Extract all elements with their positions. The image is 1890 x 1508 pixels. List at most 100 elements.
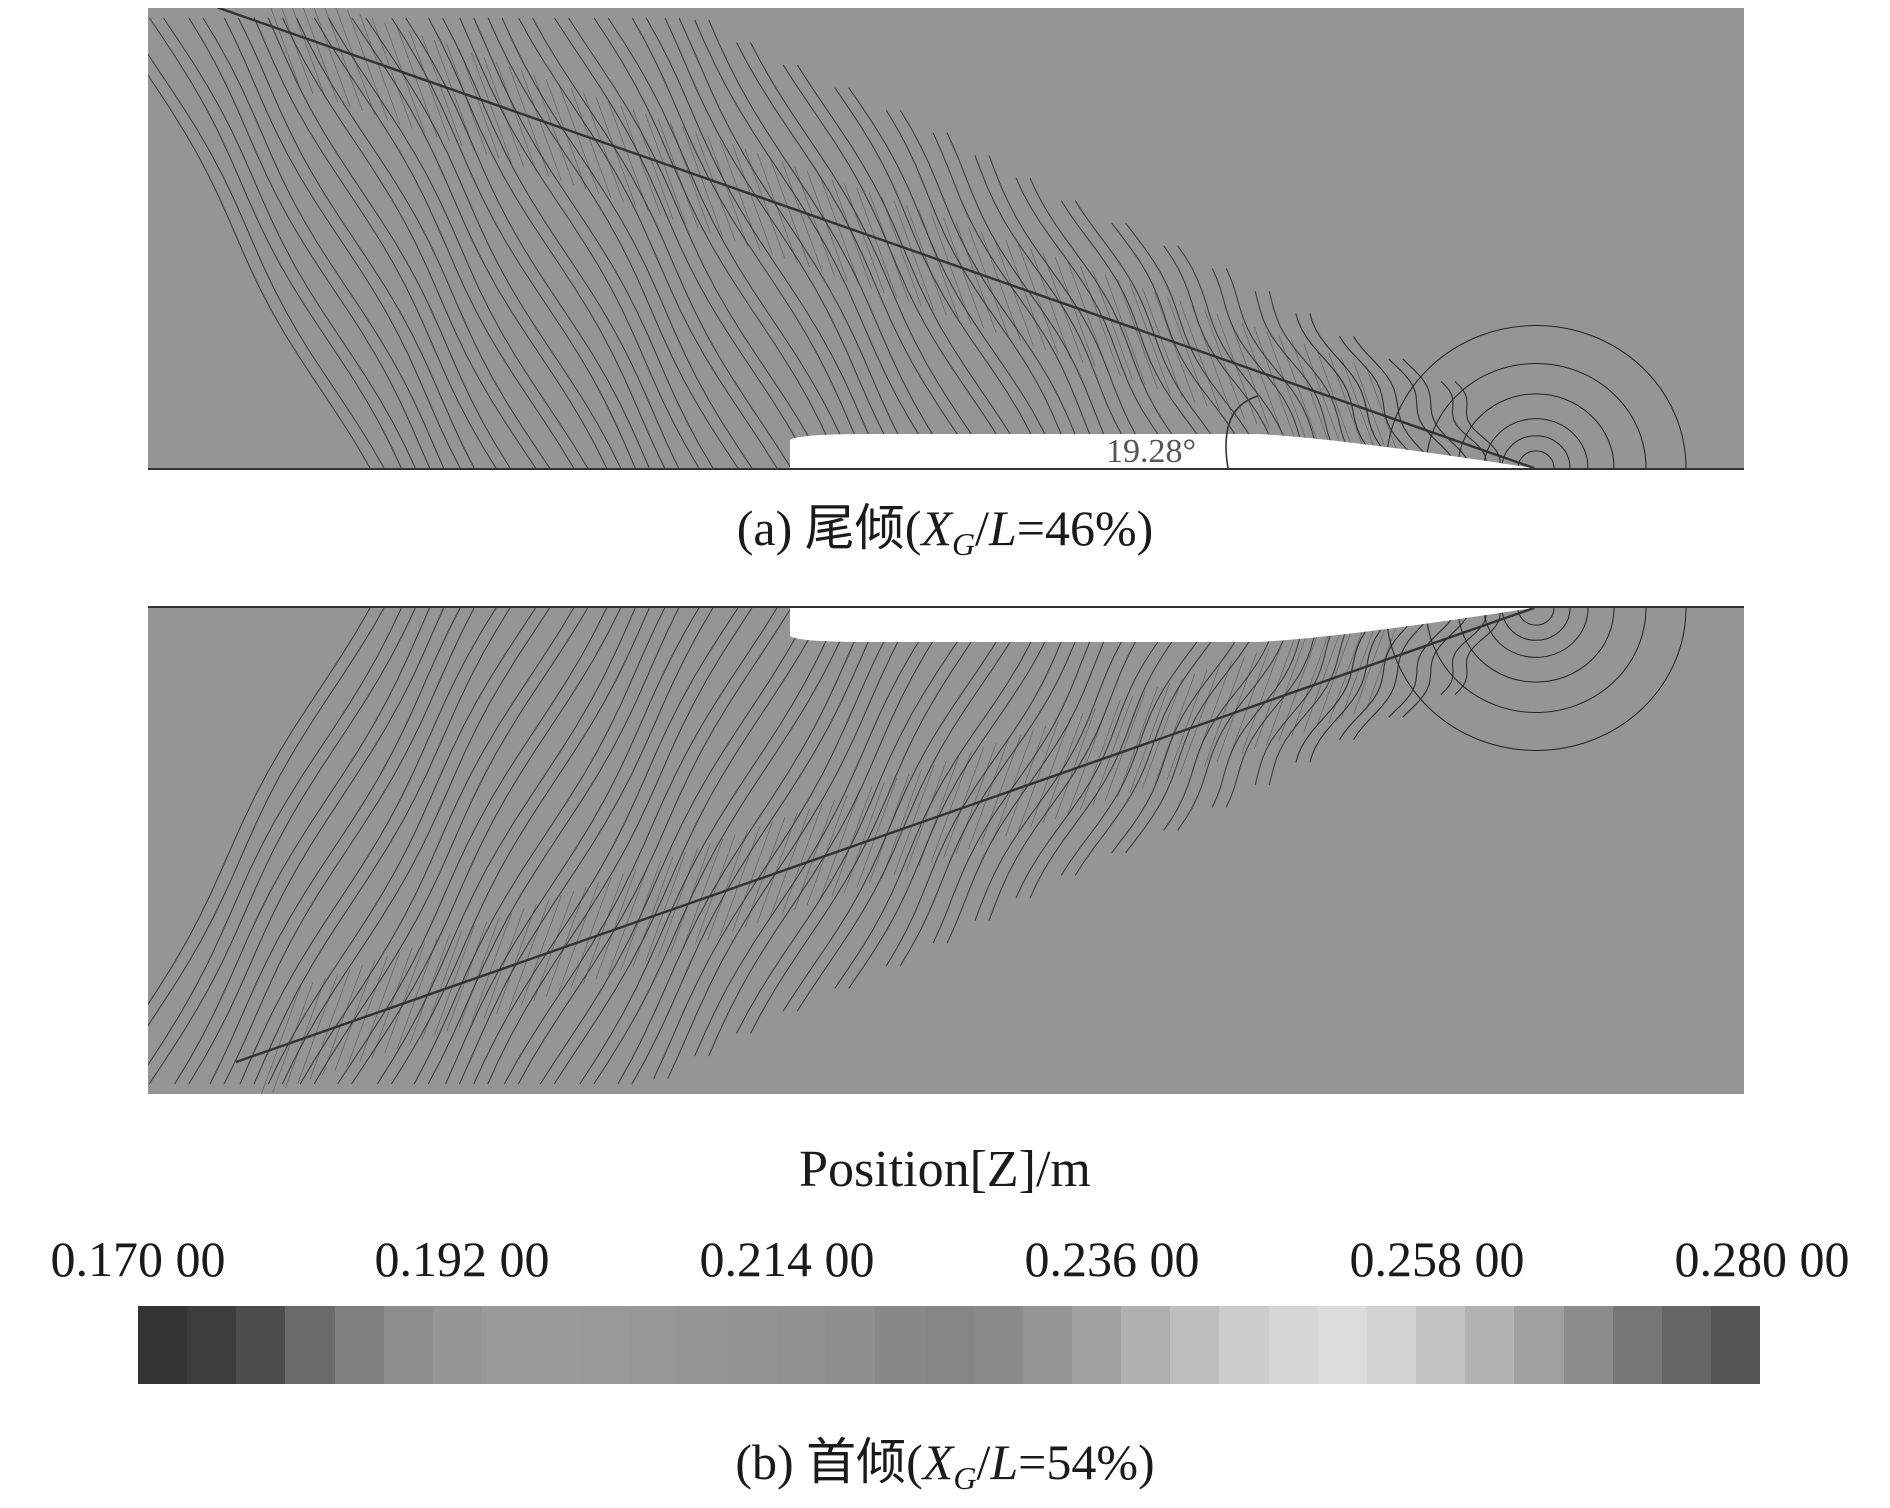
bow-contour-ring	[1385, 325, 1687, 468]
wave-contour-line	[503, 608, 778, 1085]
wave-contour-line	[885, 109, 1076, 468]
wave-band-line	[421, 35, 463, 146]
wave-band-line	[520, 70, 562, 181]
wave-band-line	[1278, 630, 1320, 741]
wave-contour-line	[253, 608, 511, 1085]
wave-contour-line	[442, 17, 680, 468]
wave-band-line	[1166, 669, 1208, 780]
bow-contour-ring	[1385, 608, 1687, 751]
wave-contour-line	[1060, 200, 1221, 468]
wave-band-line	[1067, 261, 1109, 372]
bow-field	[1385, 608, 1687, 751]
bow-contour-ring	[1501, 435, 1571, 468]
wave-contour-line	[1388, 358, 1458, 468]
wave-contour-line	[148, 74, 371, 468]
wave-contour-line	[313, 608, 589, 1085]
wave-band-line	[831, 179, 873, 290]
wave-contour-line	[459, 17, 700, 468]
wave-band-line	[620, 105, 662, 216]
wave-band-line	[1303, 344, 1345, 455]
wave-band-line	[806, 795, 848, 906]
wave-contour-line	[988, 608, 1158, 921]
wave-band-line	[570, 87, 612, 199]
colorbar-swatch	[727, 1306, 778, 1384]
wave-contour-line	[1268, 608, 1360, 786]
wave-contour-line	[1225, 268, 1325, 468]
wave-band-line	[1204, 309, 1245, 420]
wave-contour-line	[631, 17, 871, 468]
colorbar-swatch	[1022, 1306, 1072, 1384]
wave-band-line	[806, 170, 848, 281]
ship-hull	[790, 434, 1532, 468]
wave-band-line	[347, 9, 388, 120]
wave-band-line	[1117, 686, 1158, 798]
wave-contour-line	[281, 608, 551, 1085]
wave-contour-line	[834, 608, 1048, 989]
wave-contour-line	[593, 17, 842, 468]
wave-contour-line	[1211, 608, 1311, 808]
wave-band-line	[968, 226, 1009, 338]
wave-band-line	[1142, 287, 1183, 398]
wave-contour-line	[1268, 290, 1360, 468]
wave-band-line	[1154, 673, 1196, 784]
wave-contour-line	[148, 608, 385, 1027]
wave-band-line	[558, 882, 599, 993]
wave-contour-line	[1029, 177, 1197, 468]
colorbar-tick-label: 0.258 00	[1349, 1231, 1525, 1287]
wave-band-line	[881, 196, 922, 307]
colorbar-swatch	[1071, 1306, 1122, 1384]
wave-band-line	[384, 22, 425, 133]
wave-band-line	[583, 873, 624, 984]
wave-band-line	[1166, 296, 1208, 407]
colorbar-swatch	[875, 1306, 925, 1384]
wave-band-line	[856, 187, 898, 299]
wave-band-line	[297, 973, 339, 1084]
wave-band-line	[657, 118, 699, 229]
colorbar-swatch	[1219, 1306, 1269, 1384]
wave-band-line	[707, 135, 748, 246]
wave-band-line	[1241, 643, 1283, 754]
wave-contour-line	[405, 17, 650, 468]
wave-band-line	[1067, 704, 1109, 815]
wave-contour-line	[1353, 335, 1438, 468]
colorbar-swatch	[1317, 1306, 1367, 1384]
wave-contour-line	[694, 608, 941, 1057]
wave-band-line	[595, 96, 637, 207]
wave-contour-line	[1111, 608, 1253, 854]
colorbar-ticks: 0.170 00 0.192 00 0.214 00 0.236 00 0.258 00…	[0, 1230, 1890, 1300]
wave-band-line	[1055, 708, 1096, 819]
colorbar-tick-label: 0.280 00	[1674, 1231, 1850, 1287]
wave-band-line	[794, 799, 835, 911]
wave-band-line	[1092, 695, 1134, 806]
wave-band-line	[1291, 625, 1332, 737]
wave-band-line	[1179, 300, 1221, 411]
wave-contour-line	[237, 17, 475, 468]
colorbar-swatch	[383, 1306, 433, 1384]
wave-band-line	[1104, 691, 1146, 802]
colorbar-swatch	[187, 1306, 237, 1384]
colorbar-swatch	[924, 1306, 974, 1384]
bow-contour-ring	[1483, 608, 1589, 658]
bow-contour-ring	[1517, 450, 1555, 468]
colorbar-swatch	[1563, 1306, 1613, 1384]
wave-band-line	[1216, 313, 1258, 425]
wave-contour-line	[750, 608, 995, 1034]
wave-band-line	[359, 13, 401, 125]
wave-contour-line	[296, 17, 551, 468]
wave-band-line	[794, 165, 835, 277]
wave-contour-line	[678, 17, 917, 468]
contour-lines	[148, 608, 1501, 1085]
wave-contour-line	[1440, 381, 1487, 468]
wave-contour-line	[188, 608, 445, 1085]
colorbar-swatch	[1170, 1306, 1220, 1384]
colorbar-swatch	[1465, 1306, 1515, 1384]
wave-band-line	[1079, 699, 1121, 811]
wave-contour-line	[487, 608, 753, 1085]
angle-label: 19.28°	[1106, 433, 1196, 468]
wave-contour-line	[1125, 608, 1267, 854]
wave-contour-line	[1309, 608, 1400, 763]
wave-contour-line	[427, 608, 680, 1085]
wave-band-line	[270, 8, 301, 90]
wave-contour-line	[1060, 608, 1221, 876]
colorbar-swatch	[482, 1306, 532, 1384]
